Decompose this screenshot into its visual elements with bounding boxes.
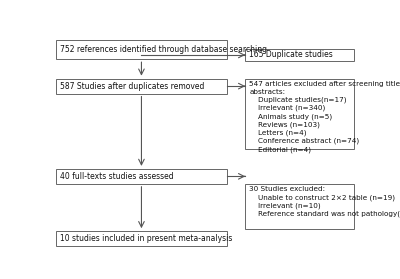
Text: 752 references identified through database searching: 752 references identified through databa… xyxy=(60,45,267,54)
Text: 165 Duplicate studies: 165 Duplicate studies xyxy=(249,50,333,59)
FancyBboxPatch shape xyxy=(56,231,227,246)
FancyBboxPatch shape xyxy=(56,79,227,94)
Text: 40 full-texts studies assessed: 40 full-texts studies assessed xyxy=(60,172,174,181)
FancyBboxPatch shape xyxy=(245,79,354,150)
FancyBboxPatch shape xyxy=(56,169,227,184)
FancyBboxPatch shape xyxy=(56,40,227,59)
FancyBboxPatch shape xyxy=(245,184,354,229)
Text: 30 Studies excluded:
    Unable to construct 2×2 table (n=19)
    Irrelevant (n=: 30 Studies excluded: Unable to construct… xyxy=(249,186,400,217)
FancyBboxPatch shape xyxy=(245,49,354,61)
Text: 547 articles excluded after screening titles and
abstracts:
    Duplicate studie: 547 articles excluded after screening ti… xyxy=(249,81,400,153)
Text: 587 Studies after duplicates removed: 587 Studies after duplicates removed xyxy=(60,82,205,91)
Text: 10 studies included in present meta-analysis: 10 studies included in present meta-anal… xyxy=(60,234,233,243)
